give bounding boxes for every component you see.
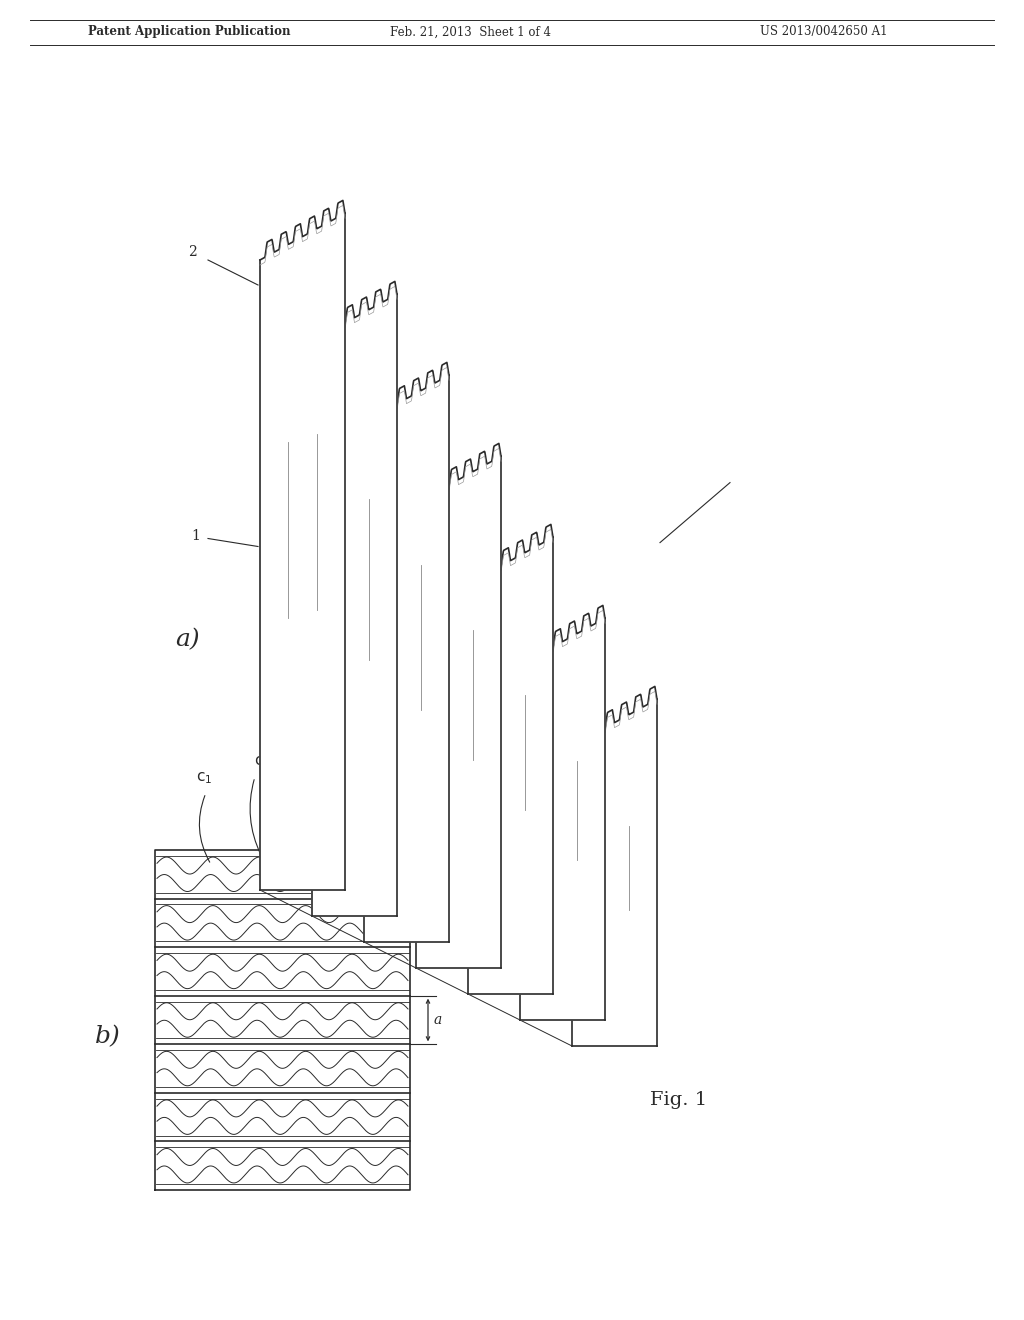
Polygon shape bbox=[416, 444, 501, 968]
Text: $\mathsf{c_1}$: $\mathsf{c_1}$ bbox=[196, 770, 212, 785]
Polygon shape bbox=[468, 524, 553, 994]
Text: Feb. 21, 2013  Sheet 1 of 4: Feb. 21, 2013 Sheet 1 of 4 bbox=[390, 25, 551, 38]
Polygon shape bbox=[312, 281, 397, 916]
Text: 2: 2 bbox=[188, 246, 197, 259]
Text: Patent Application Publication: Patent Application Publication bbox=[88, 25, 291, 38]
Text: a): a) bbox=[175, 628, 200, 652]
Polygon shape bbox=[260, 201, 345, 890]
Text: $\mathsf{c_2}$: $\mathsf{c_2}$ bbox=[254, 754, 270, 770]
Text: US 2013/0042650 A1: US 2013/0042650 A1 bbox=[760, 25, 888, 38]
Polygon shape bbox=[364, 363, 449, 942]
Text: $\mathsf{c_3}$: $\mathsf{c_3}$ bbox=[440, 770, 457, 785]
Polygon shape bbox=[572, 686, 657, 1045]
Text: b): b) bbox=[95, 1026, 121, 1048]
Polygon shape bbox=[520, 606, 605, 1020]
Text: 1: 1 bbox=[191, 528, 200, 543]
Text: Fig. 1: Fig. 1 bbox=[650, 1092, 708, 1109]
Text: a: a bbox=[434, 1012, 442, 1027]
